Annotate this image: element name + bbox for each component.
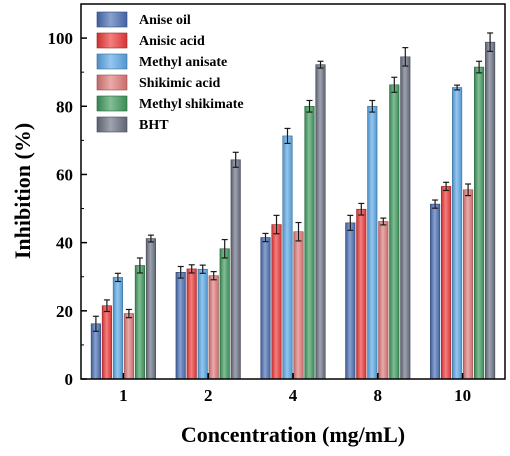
error-bar — [177, 265, 184, 279]
bar — [197, 268, 208, 380]
error-bar — [402, 47, 409, 67]
legend-swatch — [96, 116, 128, 133]
error-bar — [103, 299, 110, 313]
bar — [90, 323, 101, 380]
error-bar — [443, 181, 450, 192]
bar — [345, 222, 356, 380]
bar — [378, 221, 389, 380]
error-bar — [347, 214, 354, 231]
error-bar — [369, 99, 376, 113]
error-bar — [188, 264, 195, 274]
bar — [293, 231, 304, 380]
x-axis-title: Concentration (mg/mL) — [181, 422, 405, 447]
error-bar — [273, 214, 280, 235]
x-tick-label: 2 — [204, 386, 213, 405]
y-tick-label: 80 — [56, 97, 73, 116]
y-tick-label: 60 — [56, 165, 73, 184]
legend-item: Methyl anisate — [96, 53, 227, 70]
error-bar — [221, 238, 228, 259]
error-bar — [262, 232, 269, 243]
bar — [186, 268, 197, 380]
bar — [145, 238, 156, 380]
legend-item: BHT — [96, 116, 169, 133]
legend-swatch — [96, 95, 128, 112]
x-tick-label: 8 — [374, 386, 383, 405]
x-tick-label: 1 — [119, 386, 128, 405]
error-bar — [432, 199, 439, 209]
bar — [356, 208, 367, 380]
bar — [389, 84, 400, 380]
error-bar — [295, 221, 302, 242]
bar — [271, 224, 282, 380]
y-tick-label: 40 — [56, 234, 73, 253]
error-bar — [147, 234, 154, 243]
bar — [230, 159, 241, 380]
legend-label: Anise oil — [139, 13, 191, 28]
bar — [123, 313, 134, 380]
error-bar — [391, 76, 398, 93]
y-tick-label: 20 — [56, 302, 73, 321]
error-bar — [114, 272, 121, 283]
error-bar — [92, 315, 99, 332]
error-bar — [125, 308, 132, 319]
bar — [430, 203, 441, 380]
error-bar — [232, 151, 239, 168]
axes-layer: 0 20 40 60 80 100 1 2 4 8 10 — [48, 29, 472, 405]
error-bar — [380, 217, 387, 226]
bar — [367, 105, 378, 380]
x-tick-label: 10 — [454, 386, 471, 405]
error-bar — [487, 32, 494, 52]
legend-label: Methyl anisate — [139, 55, 227, 70]
error-bar — [317, 60, 324, 69]
legend-item: Anise oil — [96, 11, 191, 28]
legend-swatch — [96, 74, 128, 91]
legend-swatch — [96, 53, 128, 70]
legend-label: Methyl shikimate — [139, 97, 244, 112]
legend-label: Shikimic acid — [139, 76, 221, 91]
legend-item: Anisic acid — [96, 32, 205, 49]
error-bar — [199, 264, 206, 274]
error-bar — [306, 99, 313, 113]
legend: Anise oil Anisic acid Methyl anisate Shikim… — [96, 11, 244, 133]
error-bar — [465, 183, 472, 197]
y-tick-label: 0 — [65, 370, 74, 389]
error-bar — [284, 127, 291, 145]
bar — [452, 87, 463, 380]
bar — [219, 248, 230, 380]
error-bar — [454, 84, 461, 91]
bar — [101, 305, 112, 380]
bar — [175, 271, 186, 380]
y-tick-label: 100 — [48, 29, 74, 48]
error-bars-layer — [92, 32, 494, 332]
error-bar — [210, 271, 217, 281]
bar — [485, 41, 496, 380]
legend-item: Shikimic acid — [96, 74, 221, 91]
y-axis-title: Inhibition (%) — [10, 123, 35, 259]
bar — [134, 265, 145, 380]
x-tick-label: 4 — [289, 386, 298, 405]
bars-layer — [90, 41, 496, 380]
error-bar — [476, 60, 483, 74]
bar — [282, 135, 293, 380]
bar — [112, 277, 123, 380]
legend-item: Methyl shikimate — [96, 95, 244, 112]
bar — [441, 186, 452, 380]
error-bar — [358, 202, 365, 216]
legend-label: BHT — [139, 118, 169, 133]
bar — [474, 66, 485, 380]
bar — [400, 56, 411, 380]
legend-label: Anisic acid — [139, 34, 205, 49]
bar — [463, 189, 474, 380]
bar — [208, 275, 219, 380]
error-bar — [136, 257, 143, 274]
bar — [260, 237, 271, 380]
legend-swatch — [96, 32, 128, 49]
bar — [315, 64, 326, 380]
legend-swatch — [96, 11, 128, 28]
bar — [304, 105, 315, 380]
